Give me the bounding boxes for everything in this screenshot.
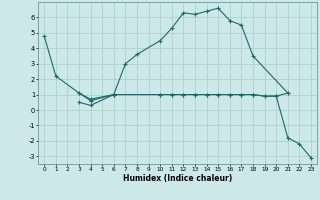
X-axis label: Humidex (Indice chaleur): Humidex (Indice chaleur) [123, 174, 232, 183]
